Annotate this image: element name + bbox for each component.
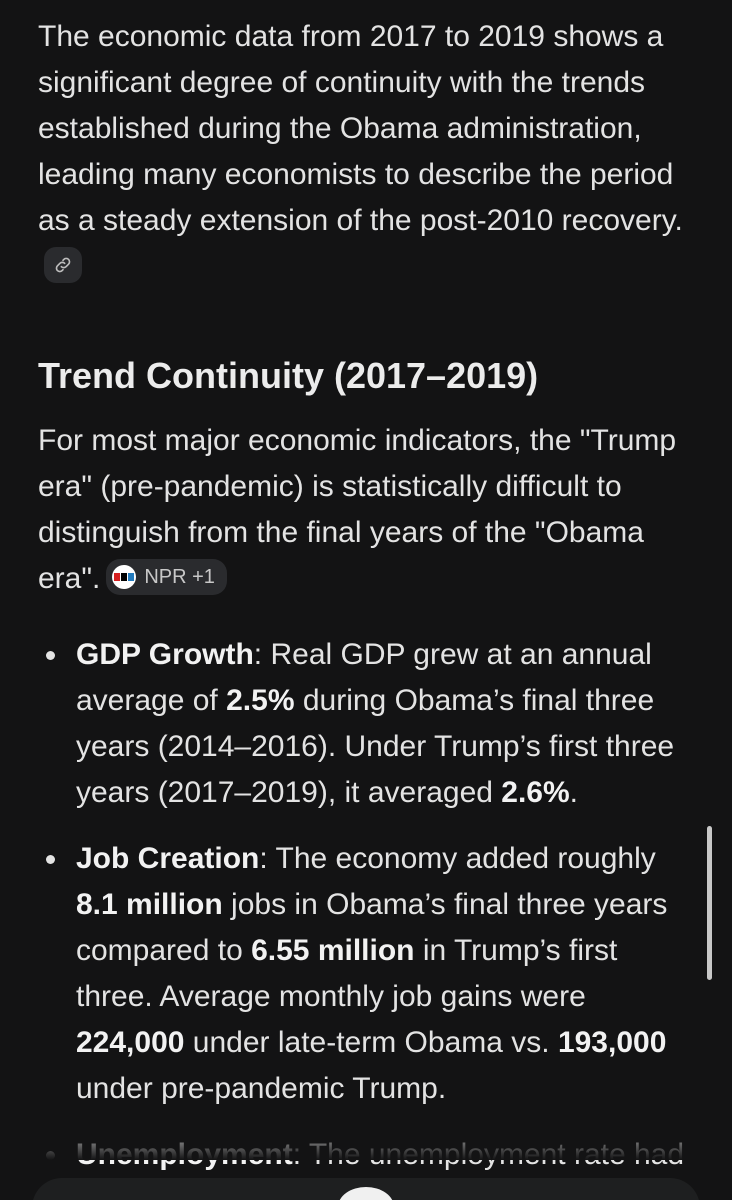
section-paragraph-text: For most major economic indicators, the …: [38, 424, 677, 595]
bullet-emphasis: 224,000: [76, 1026, 185, 1059]
link-icon: [55, 257, 71, 273]
bullet-text: under pre-pandemic Trump.: [76, 1072, 447, 1105]
bullet-label: Job Creation: [76, 842, 260, 875]
npr-logo-bar-red: [114, 573, 121, 582]
bullet-emphasis: 193,000: [557, 1026, 667, 1059]
bullet-text: : The economy added roughly: [259, 842, 656, 875]
section-paragraph: For most major economic indicators, the …: [38, 418, 698, 602]
scroll-to-bottom-button[interactable]: [338, 1187, 394, 1200]
npr-logo-icon: [112, 565, 137, 590]
bullet-text: in Trump’s first three. Average monthly …: [76, 934, 618, 1013]
bullet-emphasis: 2.5%: [226, 684, 295, 717]
bullet-dot: [46, 855, 55, 864]
bullet-emphasis: 8.1 million: [76, 888, 223, 921]
scrollbar[interactable]: [707, 826, 712, 980]
response-content: The economic data from 2017 to 2019 show…: [38, 14, 698, 1198]
bullet-text: : Real GDP grew at an annual average of: [76, 638, 652, 717]
bullet-dot: [46, 651, 55, 660]
bullet-text: jobs in Obama’s final three years compar…: [76, 888, 668, 967]
intro-text: The economic data from 2017 to 2019 show…: [38, 20, 683, 237]
bullet-list: GDP Growth: Real GDP grew at an annual a…: [38, 632, 698, 1178]
bullet-emphasis: 2.6%: [501, 776, 570, 809]
section-heading: Trend Continuity (2017–2019): [38, 355, 539, 396]
bottom-fade: [0, 1120, 732, 1160]
intro-paragraph: The economic data from 2017 to 2019 show…: [38, 14, 698, 290]
bullet-item: Job Creation: The economy added roughly …: [38, 836, 698, 1112]
bullet-label: GDP Growth: [76, 638, 254, 671]
source-chip-label: NPR +1: [144, 566, 215, 589]
npr-logo-bar-black: [121, 573, 128, 582]
bullet-item: GDP Growth: Real GDP grew at an annual a…: [38, 632, 698, 816]
source-chip[interactable]: NPR +1: [106, 559, 227, 596]
link-chip[interactable]: [44, 247, 82, 284]
bullet-emphasis: 6.55 million: [251, 934, 415, 967]
npr-logo-bar-blue: [128, 573, 135, 582]
bullet-text: .: [569, 776, 579, 809]
bullet-text: under late-term Obama vs.: [184, 1026, 558, 1059]
bullet-text: during Obama’s final three years (2014–2…: [76, 684, 675, 809]
